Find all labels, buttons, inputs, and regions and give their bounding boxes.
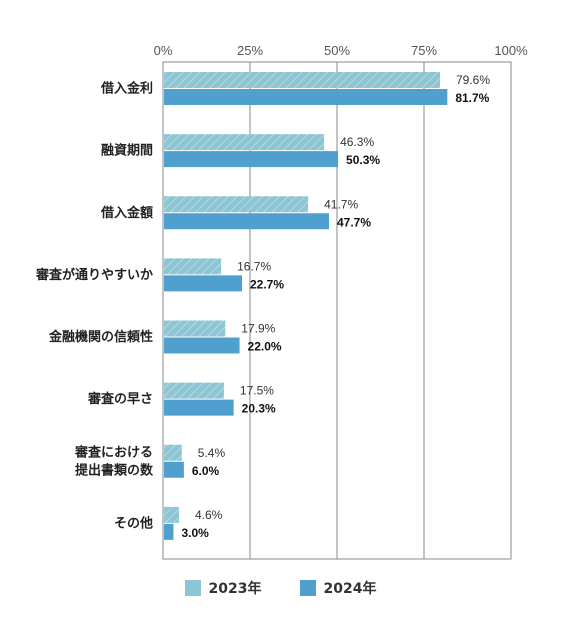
value-label-2024: 47.7% — [337, 215, 371, 229]
bar-2024 — [164, 337, 240, 354]
legend-label-2024: 2024年 — [323, 581, 377, 597]
value-label-2023: 41.7% — [324, 197, 358, 211]
legend-swatch-2024 — [299, 580, 316, 596]
value-label-2024: 6.0% — [192, 464, 220, 478]
bar-2023 — [164, 382, 224, 399]
bar-chart: 0% 25% 50% 75% 100% 借入金利 79.6% 81.7% 融資期間 46.3% 50… — [35, 43, 528, 560]
x-tick-label: 100% — [494, 43, 528, 58]
x-tick-label: 0% — [154, 43, 173, 58]
bar-2023 — [164, 320, 226, 337]
x-tick-label: 75% — [411, 43, 437, 58]
value-label-2023: 4.6% — [195, 508, 223, 522]
value-label-2023: 79.6% — [456, 73, 490, 87]
bar-2024 — [164, 523, 174, 540]
bar-2024 — [164, 213, 329, 230]
category-label: 金融機関の信頼性 — [48, 329, 153, 345]
bar-2024 — [164, 275, 242, 292]
value-label-2024: 20.3% — [242, 402, 276, 416]
value-label-2023: 17.9% — [241, 322, 275, 336]
bar-2023 — [164, 72, 441, 88]
bar-2023 — [164, 196, 309, 213]
x-tick-label: 50% — [324, 43, 350, 58]
category-label: 審査における — [74, 444, 153, 460]
x-tick-label: 25% — [237, 43, 263, 58]
value-label-2023: 46.3% — [340, 135, 374, 149]
value-label-2024: 3.0% — [181, 526, 209, 540]
legend-swatch-2023 — [184, 580, 201, 596]
bar-2024 — [164, 89, 448, 105]
bar-2023 — [164, 134, 325, 151]
bar-2023 — [164, 506, 180, 523]
legend: 2023年 2024年 — [0, 578, 561, 598]
category-label: その他 — [114, 515, 153, 531]
category-label: 審査が通りやすいか — [35, 267, 153, 283]
category-label: 提出書類の数 — [75, 462, 154, 478]
category-label: 審査の早さ — [87, 391, 153, 407]
value-label-2024: 50.3% — [346, 153, 380, 167]
value-label-2024: 81.7% — [455, 91, 489, 105]
legend-item-2024: 2024年 — [299, 578, 377, 598]
value-label-2023: 5.4% — [198, 446, 226, 460]
value-label-2023: 16.7% — [237, 259, 271, 273]
legend-label-2023: 2023年 — [208, 581, 262, 597]
bar-2024 — [164, 151, 339, 168]
bar-2023 — [164, 258, 222, 275]
legend-item-2023: 2023年 — [184, 578, 262, 598]
category-label: 融資期間 — [101, 143, 153, 159]
category-label: 借入金利 — [100, 81, 153, 97]
value-label-2023: 17.5% — [240, 384, 274, 398]
category-label: 借入金額 — [100, 205, 153, 221]
value-label-2024: 22.0% — [248, 340, 282, 354]
bar-2024 — [164, 461, 184, 478]
bar-2023 — [164, 444, 182, 461]
value-label-2024: 22.7% — [250, 277, 284, 291]
bar-2024 — [164, 399, 234, 416]
